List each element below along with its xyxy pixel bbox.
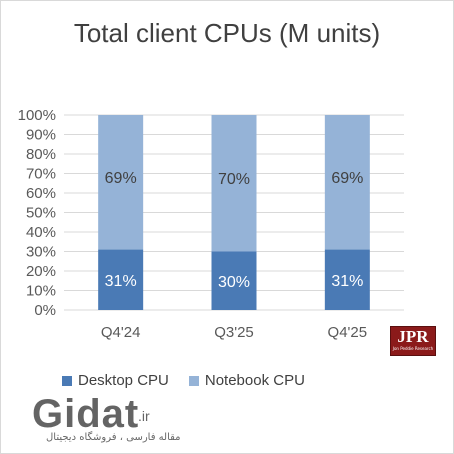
y-tick-label: 40% — [26, 224, 56, 241]
y-tick-label: 20% — [26, 263, 56, 280]
bar-desktop — [211, 251, 257, 310]
y-tick-label: 60% — [26, 185, 56, 202]
y-tick-label: 80% — [26, 146, 56, 163]
bar-labels: 31% 69% 30% 70% 31% 69% — [105, 170, 364, 291]
jpr-logo-text: JPR — [397, 327, 429, 346]
y-tick-label: 100% — [18, 107, 56, 124]
bar-desktop — [324, 249, 370, 310]
watermark-tagline: مقاله فارسی ، فروشگاه دیجیتال — [46, 432, 181, 443]
bar-notebook — [211, 115, 257, 252]
jpr-logo: JPR — [390, 326, 436, 356]
data-label: 69% — [105, 170, 137, 187]
y-tick-label: 0% — [34, 302, 56, 319]
legend-swatch-notebook — [188, 375, 199, 386]
x-tick-label: Q3'25 — [214, 324, 254, 341]
data-label: 31% — [105, 273, 137, 290]
y-axis-ticks: 0% 10% 20% 30% 40% 50% 60% 70% 80% 90% 100% — [18, 107, 56, 319]
bars — [98, 115, 370, 310]
x-axis-ticks: Q4'24 Q3'25 Q4'25 — [101, 324, 367, 341]
data-label: 69% — [331, 170, 363, 187]
watermark-logo: Gidat — [32, 392, 140, 436]
chart-title: Total client CPUs (M units) — [73, 18, 381, 48]
data-label: 31% — [331, 273, 363, 290]
watermark-tld: .ir — [138, 408, 150, 424]
bar-notebook — [98, 115, 144, 250]
y-tick-label: 30% — [26, 244, 56, 261]
legend-swatch-desktop — [62, 375, 72, 386]
legend-item-notebook: Notebook CPU — [188, 372, 305, 389]
y-tick-label: 90% — [26, 127, 56, 144]
legend-label-desktop: Desktop CPU — [78, 372, 169, 389]
y-tick-label: 10% — [26, 283, 56, 300]
x-tick-label: Q4'25 — [328, 324, 368, 341]
y-tick-label: 70% — [26, 166, 56, 183]
y-tick-label: 50% — [26, 205, 56, 222]
bar-desktop — [98, 249, 144, 310]
legend-label-notebook: Notebook CPU — [204, 372, 305, 389]
legend-item-desktop: Desktop CPU — [62, 372, 169, 389]
jpr-logo-subtext: Jon Peddie Research — [392, 346, 434, 351]
bar-notebook — [324, 115, 370, 250]
x-tick-label: Q4'24 — [101, 324, 141, 341]
data-label: 30% — [218, 274, 250, 291]
data-label: 70% — [218, 171, 250, 188]
legend: Desktop CPU Notebook CPU — [62, 372, 325, 389]
